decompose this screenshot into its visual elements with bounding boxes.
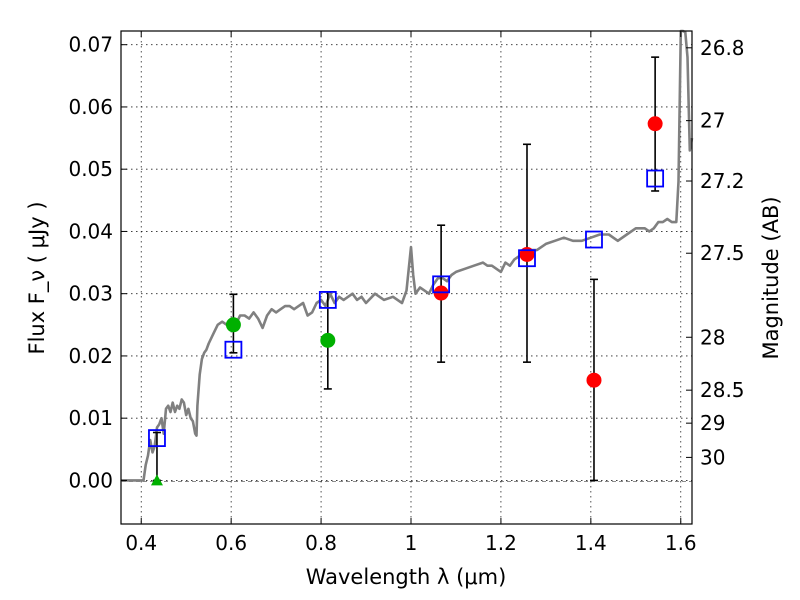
data-point xyxy=(519,246,535,262)
right-tick-label: 26.8 xyxy=(700,36,745,60)
right-tick-label: 27.5 xyxy=(700,241,745,265)
model-spectrum-line xyxy=(121,29,694,482)
model-flux-square xyxy=(224,340,243,359)
right-tick-label: 30 xyxy=(700,445,725,469)
y-tick-label: 0.03 xyxy=(68,282,113,306)
y-axis-title: Flux F_ν ( μJy ) xyxy=(25,201,50,354)
data-point xyxy=(225,317,241,333)
model-flux-square xyxy=(585,230,603,249)
plot-frame xyxy=(120,30,693,525)
grid-lines xyxy=(121,31,692,524)
x-axis-title: Wavelength λ (μm) xyxy=(306,565,507,589)
data-markers xyxy=(148,116,665,486)
right-axis-title: Magnitude (AB) xyxy=(759,196,783,359)
y-tick-label: 0.05 xyxy=(68,157,113,181)
y-axis-ticks: 0.00 0.01 0.02 0.03 0.04 0.05 0.06 0.07 xyxy=(68,33,127,492)
model-flux-square xyxy=(646,169,665,188)
error-bars xyxy=(152,56,660,482)
y-tick-label: 0.04 xyxy=(68,219,113,243)
data-point xyxy=(647,116,663,132)
right-tick-label: 28.5 xyxy=(700,378,745,402)
x-tick-label: 0.6 xyxy=(215,531,247,555)
x-tick-label: 0.8 xyxy=(305,531,337,555)
x-tick-label: 1.4 xyxy=(575,531,607,555)
right-tick-label: 27.2 xyxy=(700,169,745,193)
model-flux-square xyxy=(148,429,166,447)
upper-limit-marker xyxy=(150,474,163,486)
x-tick-label: 1.2 xyxy=(485,531,517,555)
right-tick-label: 28 xyxy=(700,325,725,349)
x-axis-ticks: 0.4 0.6 0.8 1 1.2 1.4 1.6 xyxy=(125,31,697,555)
y-tick-label: 0.02 xyxy=(68,344,113,368)
y-tick-label: 0.00 xyxy=(68,468,113,492)
model-spectrum-layer xyxy=(121,29,694,482)
data-point xyxy=(320,332,336,348)
right-axis-ticks: 26.8 27 27.2 27.5 28 28.5 29 30 xyxy=(686,36,745,469)
data-point xyxy=(586,372,602,388)
right-tick-label: 27 xyxy=(700,109,725,133)
model-flux-square xyxy=(518,249,536,268)
x-tick-label: 0.4 xyxy=(125,531,157,555)
model-flux-square xyxy=(432,275,451,294)
x-tick-label: 1.6 xyxy=(665,531,697,555)
y-tick-label: 0.06 xyxy=(68,95,113,119)
y-tick-label: 0.07 xyxy=(68,33,113,57)
x-tick-label: 1 xyxy=(405,531,418,555)
model-flux-square xyxy=(318,291,337,309)
y-tick-label: 0.01 xyxy=(68,406,113,430)
right-tick-label: 29 xyxy=(700,411,725,435)
